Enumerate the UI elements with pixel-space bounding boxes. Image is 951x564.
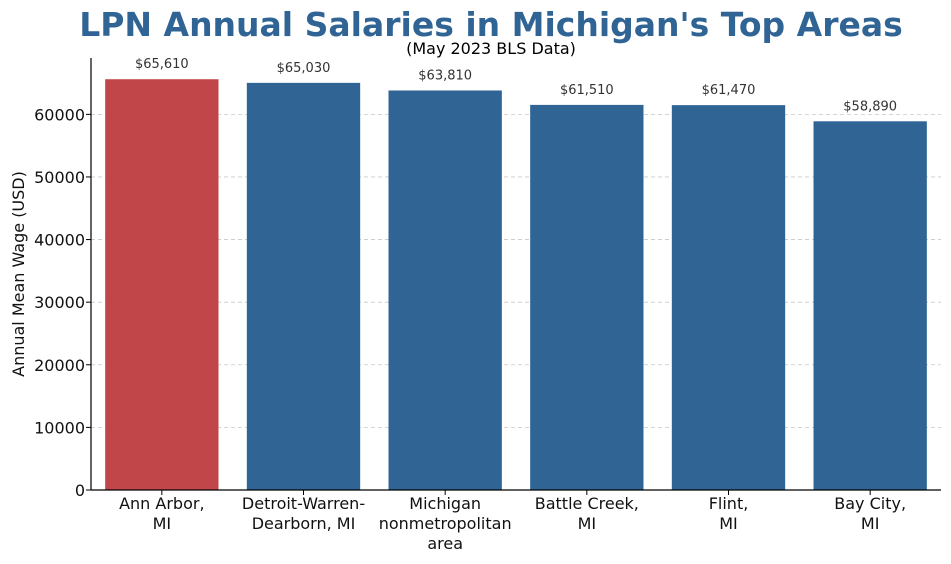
bar [246, 82, 361, 490]
x-tick-label-line: MI [578, 514, 597, 533]
y-tick-label: 20000 [34, 356, 85, 375]
chart-title: LPN Annual Salaries in Michigan's Top Ar… [79, 5, 903, 44]
x-tick-label-line: MI [861, 514, 880, 533]
x-tick-label-line: Battle Creek, [535, 494, 639, 513]
data-label: $58,890 [843, 99, 897, 114]
bars [105, 79, 927, 491]
data-labels: $65,610 $65,030 $63,810 $61,510 $61,470 $58,8… [135, 57, 897, 114]
x-tick-label-line: area [427, 534, 463, 553]
y-axis-label: Annual Mean Wage (USD) [9, 171, 28, 377]
y-tick-label: 40000 [34, 231, 85, 250]
x-tick-label: Bay City, MI [834, 494, 906, 533]
chart-subtitle: (May 2023 BLS Data) [406, 39, 576, 58]
data-label: $65,610 [135, 57, 189, 72]
x-tick-label-line: MI [719, 514, 738, 533]
y-tick-labels: 0 10000 20000 30000 40000 50000 60000 [34, 105, 91, 500]
bar [813, 121, 927, 490]
x-tick-label-line: nonmetropolitan [379, 514, 512, 533]
data-label: $61,470 [702, 83, 756, 98]
y-tick-label: 60000 [34, 105, 85, 124]
axes [90, 58, 941, 491]
x-tick-label-line: Flint, [709, 494, 749, 513]
x-tick-label-line: Dearborn, MI [252, 514, 356, 533]
y-tick-label: 10000 [34, 418, 85, 437]
bar [388, 90, 502, 491]
y-tick-label: 30000 [34, 293, 85, 312]
gridlines [91, 113, 941, 428]
x-tick-label-line: Ann Arbor, [119, 494, 204, 513]
data-label: $61,510 [560, 83, 614, 98]
bar [105, 79, 219, 490]
x-tick-label: Detroit-Warren-Dearborn, MI [242, 494, 365, 533]
data-label: $65,030 [277, 61, 331, 76]
x-tick-label-line: Michigan [409, 494, 481, 513]
x-tick-label: Ann Arbor, MI [119, 494, 204, 533]
y-tick-label: 50000 [34, 168, 85, 187]
x-tick-label: Michigan nonmetropolitan area [379, 494, 512, 553]
y-tick-label: 0 [75, 481, 85, 500]
x-tick-label: Battle Creek, MI [535, 494, 639, 533]
bar [530, 104, 644, 490]
x-tick-label-line: Bay City, [834, 494, 906, 513]
x-tick-label-line: MI [153, 514, 172, 533]
data-label: $63,810 [418, 68, 472, 83]
x-tick-label: Flint, MI [709, 494, 749, 533]
bar [671, 105, 786, 490]
x-tick-label-line: Detroit-Warren- [242, 494, 365, 513]
